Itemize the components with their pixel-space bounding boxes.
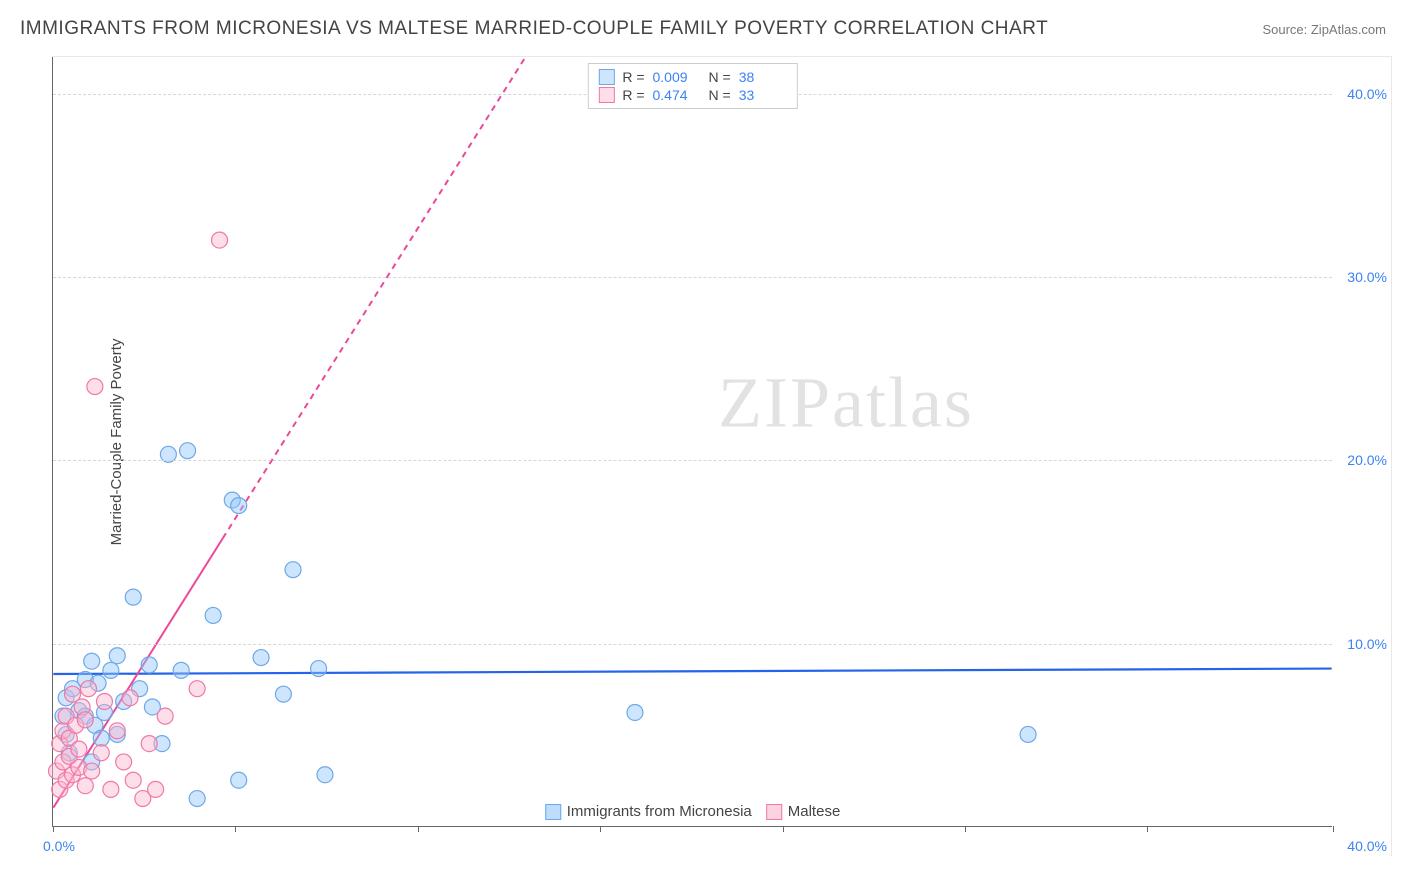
data-point: [93, 745, 109, 761]
y-tick-label: 30.0%: [1347, 269, 1387, 285]
legend-correlation-row: R = 0.474 N = 33: [598, 86, 786, 104]
x-axis-max-label: 40.0%: [1347, 838, 1387, 854]
source-prefix: Source:: [1262, 22, 1310, 37]
data-point: [189, 791, 205, 807]
data-point: [125, 772, 141, 788]
legend-correlation-row: R = 0.009 N = 38: [598, 68, 786, 86]
source-attribution: Source: ZipAtlas.com: [1262, 22, 1386, 37]
data-point: [103, 662, 119, 678]
legend-r-label: R =: [622, 69, 644, 85]
x-tick: [1333, 826, 1334, 832]
y-tick-label: 10.0%: [1347, 636, 1387, 652]
chart-title: IMMIGRANTS FROM MICRONESIA VS MALTESE MA…: [20, 18, 1048, 40]
data-point: [96, 694, 112, 710]
data-point: [125, 589, 141, 605]
legend-swatch: [598, 87, 614, 103]
data-point: [205, 607, 221, 623]
x-tick: [235, 826, 236, 832]
legend-n-value: 33: [739, 87, 787, 103]
legend-series-item: Immigrants from Micronesia: [545, 803, 752, 820]
data-point: [173, 662, 189, 678]
x-axis-min-label: 0.0%: [43, 838, 75, 854]
legend-r-label: R =: [622, 87, 644, 103]
scatter-svg: [53, 57, 1332, 826]
data-point: [71, 741, 87, 757]
legend-swatch: [766, 804, 782, 820]
legend-swatch: [598, 69, 614, 85]
legend-n-value: 38: [739, 69, 787, 85]
x-tick: [53, 826, 54, 832]
data-point: [275, 686, 291, 702]
chart-container: IMMIGRANTS FROM MICRONESIA VS MALTESE MA…: [0, 0, 1406, 892]
regression-line: [223, 57, 526, 538]
data-point: [148, 781, 164, 797]
data-point: [285, 562, 301, 578]
data-point: [141, 736, 157, 752]
y-tick-label: 20.0%: [1347, 452, 1387, 468]
data-point: [116, 754, 132, 770]
source-link[interactable]: ZipAtlas.com: [1311, 22, 1386, 37]
y-tick-label: 40.0%: [1347, 86, 1387, 102]
data-point: [157, 708, 173, 724]
data-point: [93, 730, 109, 746]
x-tick: [418, 826, 419, 832]
data-point: [141, 657, 157, 673]
gridline-h: [53, 644, 1332, 645]
x-tick: [783, 826, 784, 832]
data-point: [109, 648, 125, 664]
legend-r-value: 0.474: [653, 87, 701, 103]
x-tick: [600, 826, 601, 832]
regression-line: [53, 669, 1331, 674]
data-point: [122, 690, 138, 706]
data-point: [212, 232, 228, 248]
data-point: [180, 443, 196, 459]
legend-swatch: [545, 804, 561, 820]
legend-r-value: 0.009: [653, 69, 701, 85]
data-point: [77, 712, 93, 728]
legend-series-label: Maltese: [788, 803, 841, 820]
gridline-h: [53, 460, 1332, 461]
x-tick: [1147, 826, 1148, 832]
data-point: [317, 767, 333, 783]
legend-series-label: Immigrants from Micronesia: [567, 803, 752, 820]
data-point: [84, 763, 100, 779]
legend-series-item: Maltese: [766, 803, 841, 820]
data-point: [311, 661, 327, 677]
data-point: [1020, 726, 1036, 742]
data-point: [253, 650, 269, 666]
legend-series: Immigrants from Micronesia Maltese: [537, 801, 849, 822]
data-point: [84, 653, 100, 669]
legend-n-label: N =: [709, 69, 731, 85]
data-point: [103, 781, 119, 797]
data-point: [80, 681, 96, 697]
data-point: [87, 379, 103, 395]
legend-correlation-box: R = 0.009 N = 38 R = 0.474 N = 33: [587, 63, 797, 109]
plot-area: Married-Couple Family Poverty ZIPatlas R…: [52, 57, 1332, 827]
data-point: [189, 681, 205, 697]
chart-frame: Married-Couple Family Poverty ZIPatlas R…: [52, 56, 1392, 856]
data-point: [109, 723, 125, 739]
data-point: [627, 704, 643, 720]
data-point: [77, 778, 93, 794]
data-point: [231, 772, 247, 788]
data-point: [231, 498, 247, 514]
gridline-h: [53, 277, 1332, 278]
legend-n-label: N =: [709, 87, 731, 103]
x-tick: [965, 826, 966, 832]
